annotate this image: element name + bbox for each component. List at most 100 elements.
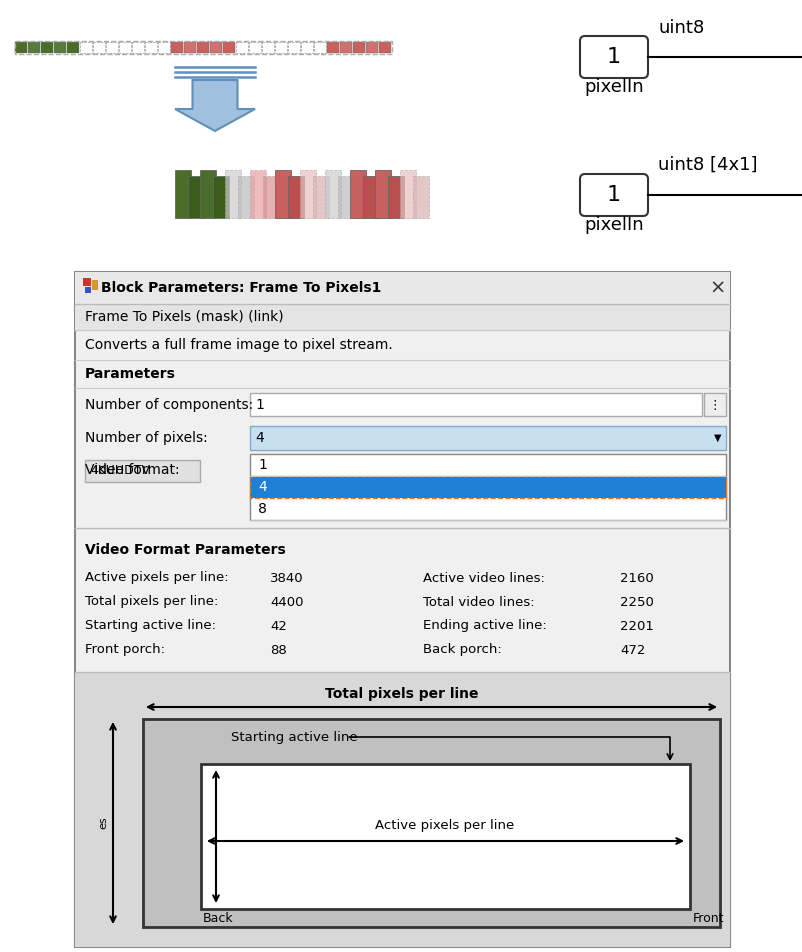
Bar xyxy=(225,170,241,218)
Text: Ending active line:: Ending active line: xyxy=(423,620,547,632)
Bar xyxy=(300,170,316,218)
Text: 8: 8 xyxy=(258,502,267,516)
Bar xyxy=(197,42,209,53)
Bar xyxy=(366,42,378,53)
Bar xyxy=(106,42,118,53)
Text: 472: 472 xyxy=(620,644,646,657)
Bar xyxy=(250,476,726,498)
Text: Number of components:: Number of components: xyxy=(85,398,253,412)
Text: Active pixels per line: Active pixels per line xyxy=(375,820,515,832)
Text: 2201: 2201 xyxy=(620,620,654,632)
Text: Frame To Pixels (mask) (link): Frame To Pixels (mask) (link) xyxy=(85,310,284,324)
Bar xyxy=(353,42,365,53)
Bar xyxy=(288,176,304,218)
Bar xyxy=(250,393,702,416)
Bar xyxy=(704,393,726,416)
Bar xyxy=(143,719,720,927)
Text: Back: Back xyxy=(203,911,233,924)
Text: Back porch:: Back porch: xyxy=(423,644,502,657)
Text: 2160: 2160 xyxy=(620,571,654,585)
Bar xyxy=(338,176,354,218)
Bar xyxy=(249,42,261,53)
Bar xyxy=(250,454,726,520)
Text: 2250: 2250 xyxy=(620,596,654,608)
Text: 4400: 4400 xyxy=(270,596,303,608)
Text: Total pixels per line:: Total pixels per line: xyxy=(85,596,218,608)
Text: ▼: ▼ xyxy=(715,433,722,443)
Text: Converts a full frame image to pixel stream.: Converts a full frame image to pixel str… xyxy=(85,338,393,352)
Bar xyxy=(15,41,392,54)
Text: pixelIn: pixelIn xyxy=(584,216,644,234)
Bar xyxy=(210,42,222,53)
Text: 88: 88 xyxy=(270,644,287,657)
Bar xyxy=(263,176,279,218)
Bar xyxy=(325,170,341,218)
Text: 4: 4 xyxy=(258,480,267,494)
Bar xyxy=(75,272,730,304)
Bar xyxy=(238,176,254,218)
Text: 4KUHDTV: 4KUHDTV xyxy=(90,464,150,477)
Bar xyxy=(132,42,144,53)
Text: Block Parameters: Frame To Pixels1: Block Parameters: Frame To Pixels1 xyxy=(101,281,382,295)
Bar xyxy=(223,42,235,53)
Text: Active video lines:: Active video lines: xyxy=(423,571,545,585)
Bar xyxy=(340,42,352,53)
Bar xyxy=(413,176,429,218)
Text: uint8: uint8 xyxy=(658,19,704,37)
Bar xyxy=(301,42,313,53)
Bar xyxy=(75,272,730,947)
Bar xyxy=(119,42,131,53)
Bar xyxy=(327,42,339,53)
Bar xyxy=(175,170,191,218)
Bar xyxy=(200,170,216,218)
Bar xyxy=(92,280,98,290)
Text: uint8 [4x1]: uint8 [4x1] xyxy=(658,156,758,174)
Bar xyxy=(85,287,91,293)
Text: 42: 42 xyxy=(270,620,287,632)
Bar xyxy=(275,42,287,53)
Text: Active pixels per line:: Active pixels per line: xyxy=(85,571,229,585)
Bar xyxy=(250,170,266,218)
Bar xyxy=(83,278,91,286)
Bar xyxy=(213,176,229,218)
Bar xyxy=(67,42,79,53)
Bar xyxy=(188,176,204,218)
Text: 1: 1 xyxy=(607,47,621,67)
Text: Total pixels per line: Total pixels per line xyxy=(326,687,479,701)
Bar xyxy=(75,672,730,947)
Bar xyxy=(158,42,170,53)
Text: Video format:: Video format: xyxy=(85,463,180,477)
Bar xyxy=(15,42,27,53)
Bar xyxy=(350,170,366,218)
Bar xyxy=(80,42,92,53)
Bar xyxy=(201,764,690,909)
Text: Parameters: Parameters xyxy=(85,367,176,381)
Bar xyxy=(314,42,326,53)
Bar xyxy=(313,176,329,218)
Bar xyxy=(28,42,40,53)
Bar xyxy=(75,304,730,330)
Bar xyxy=(379,42,391,53)
FancyArrow shape xyxy=(175,80,255,131)
Bar xyxy=(375,170,391,218)
Text: es: es xyxy=(98,817,108,829)
FancyBboxPatch shape xyxy=(580,174,648,216)
Bar xyxy=(171,42,183,53)
Text: 1: 1 xyxy=(607,185,621,205)
Bar xyxy=(85,460,200,482)
Bar xyxy=(250,476,726,498)
Text: 1: 1 xyxy=(255,398,264,412)
FancyBboxPatch shape xyxy=(580,36,648,78)
Text: 3840: 3840 xyxy=(270,571,304,585)
Text: 1: 1 xyxy=(258,458,267,472)
Bar xyxy=(145,42,157,53)
Bar xyxy=(400,170,416,218)
Text: ⋮: ⋮ xyxy=(709,399,721,411)
Text: ×: × xyxy=(710,279,726,297)
Bar xyxy=(262,42,274,53)
Bar xyxy=(93,42,105,53)
Bar xyxy=(250,426,726,450)
Text: pixelIn: pixelIn xyxy=(584,78,644,96)
Bar xyxy=(288,42,300,53)
Bar xyxy=(184,42,196,53)
